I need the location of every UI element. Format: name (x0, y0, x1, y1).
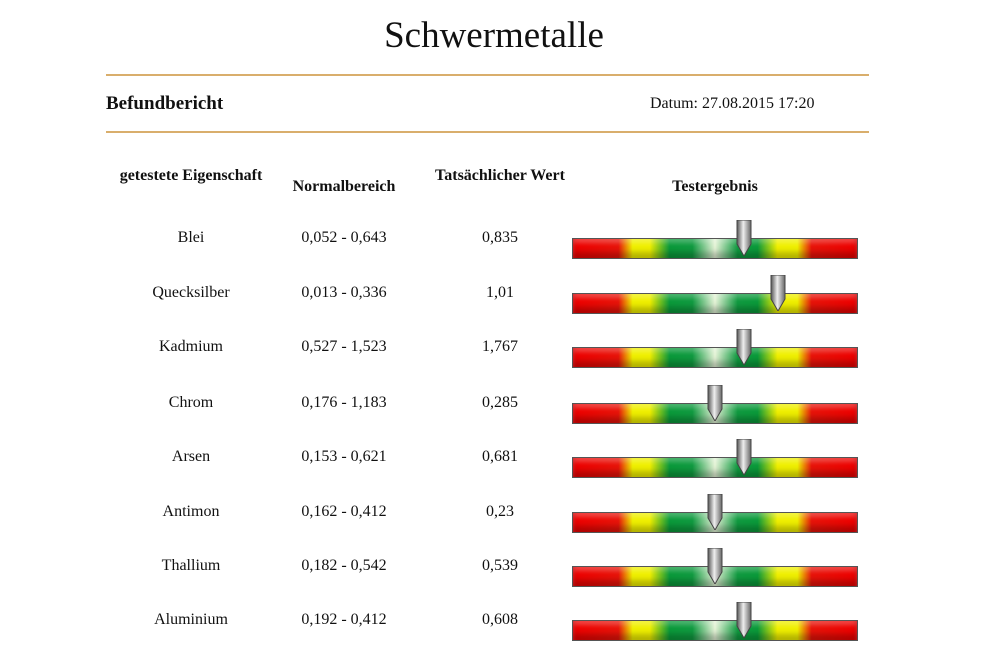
property-name: Antimon (162, 503, 220, 520)
pointer-marker-icon (736, 602, 752, 638)
result-gauge-bar (572, 293, 858, 314)
pointer-marker-icon (707, 548, 723, 584)
property-name: Blei (177, 229, 205, 246)
pointer-marker-icon (736, 439, 752, 475)
property-name: Thallium (161, 557, 221, 574)
header-property: getestete Eigenschaft (119, 167, 263, 184)
page-title: Schwermetalle (384, 15, 604, 56)
normal-range: 0,182 - 0,542 (301, 557, 387, 574)
pointer-marker-icon (770, 275, 786, 311)
pointer-marker-icon (736, 329, 752, 365)
normal-range: 0,013 - 0,336 (301, 284, 387, 301)
actual-value: 0,835 (482, 229, 518, 246)
actual-value: 0,681 (482, 448, 518, 465)
pointer-marker-icon (707, 385, 723, 421)
result-gauge-bar (572, 238, 858, 259)
divider (106, 74, 869, 76)
actual-value: 0,539 (482, 557, 518, 574)
result-gauge-bar (572, 620, 858, 641)
normal-range: 0,162 - 0,412 (301, 503, 387, 520)
property-name: Quecksilber (152, 284, 230, 301)
property-name: Chrom (168, 394, 214, 411)
result-gauge-bar (572, 347, 858, 368)
header-result: Testergebnis (672, 178, 758, 195)
actual-value: 1,01 (486, 284, 514, 301)
actual-value: 0,608 (482, 611, 518, 628)
divider (106, 131, 869, 133)
report-date: Datum: 27.08.2015 17:20 (650, 95, 815, 112)
pointer-marker-icon (707, 494, 723, 530)
normal-range: 0,052 - 0,643 (301, 229, 387, 246)
property-name: Arsen (171, 448, 211, 465)
header-range: Normalbereich (292, 178, 396, 195)
property-name: Aluminium (154, 611, 228, 628)
normal-range: 0,192 - 0,412 (301, 611, 387, 628)
actual-value: 0,285 (482, 394, 518, 411)
header-actual: Tatsächlicher Wert (435, 167, 565, 184)
result-gauge-bar (572, 457, 858, 478)
normal-range: 0,153 - 0,621 (301, 448, 387, 465)
normal-range: 0,527 - 1,523 (301, 338, 387, 355)
report-subtitle: Befundbericht (106, 93, 224, 114)
actual-value: 0,23 (486, 503, 514, 520)
property-name: Kadmium (159, 338, 223, 355)
pointer-marker-icon (736, 220, 752, 256)
normal-range: 0,176 - 1,183 (301, 394, 387, 411)
actual-value: 1,767 (482, 338, 518, 355)
